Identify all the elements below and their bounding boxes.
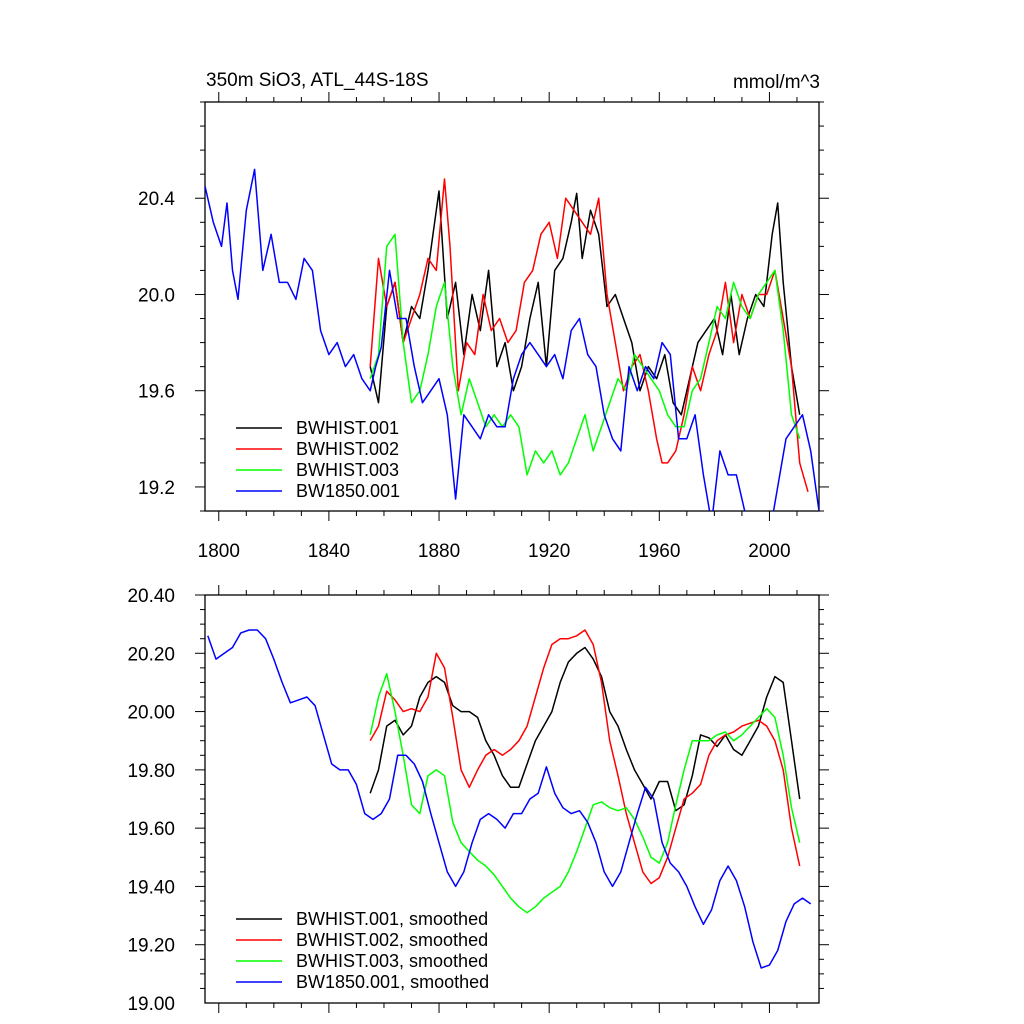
top-panel: 350m SiO3, ATL_44S-18S mmol/m^3 1800 1840… (138, 70, 829, 562)
x-tick-label: 1880 (418, 541, 460, 562)
y-tick-label: 20.0 (138, 285, 175, 306)
legend-label: BW1850.001 (296, 481, 400, 501)
x-tick-label: 1840 (308, 541, 350, 562)
series-line-bw1850-001-smoothed (207, 629, 812, 969)
y-tick-label: 19.60 (127, 819, 175, 840)
y-tick-label: 19.6 (138, 382, 175, 403)
x-tick-label: 1800 (198, 541, 240, 562)
legend-label: BWHIST.001 (296, 418, 399, 438)
y-tick-label: 19.40 (127, 877, 175, 898)
legend-label: BWHIST.002 (296, 439, 399, 459)
y-tick-label: 20.20 (127, 644, 175, 665)
x-tick-label: 2000 (748, 541, 790, 562)
series-line-bwhist-002 (369, 178, 809, 493)
legend-label: BWHIST.003, smoothed (296, 951, 488, 971)
legend-label: BW1850.001, smoothed (296, 972, 489, 992)
legend-label: BWHIST.001, smoothed (296, 909, 488, 929)
series-line-bw1850-001 (205, 168, 819, 511)
chart-title: 350m SiO3, ATL_44S-18S (206, 70, 429, 91)
series-line-bwhist-003 (369, 233, 801, 476)
y-tick-label: 19.00 (127, 994, 175, 1015)
legend-label: BWHIST.002, smoothed (296, 930, 488, 950)
series-line-bwhist-001 (369, 190, 801, 416)
x-tick-label: 1960 (638, 541, 680, 562)
plot-frame (204, 101, 820, 512)
y-tick-label: 20.00 (127, 703, 175, 724)
y-tick-label: 20.4 (138, 189, 175, 210)
y-tick-label: 19.20 (127, 936, 175, 957)
units-label: mmol/m^3 (733, 72, 820, 93)
series-line-bwhist-001-smoothed (369, 646, 801, 812)
legend-label: BWHIST.003 (296, 460, 399, 480)
series-line-bwhist-003-smoothed (369, 672, 801, 914)
y-tick-label: 20.40 (127, 586, 175, 607)
y-tick-label: 19.2 (138, 478, 175, 499)
series-line-bwhist-002-smoothed (369, 629, 801, 885)
y-tick-label: 19.80 (127, 761, 175, 782)
x-tick-label: 1920 (528, 541, 570, 562)
bottom-panel: 20.40 20.20 20.00 19.80 19.60 19.40 19.20 19.00… (127, 585, 829, 1015)
